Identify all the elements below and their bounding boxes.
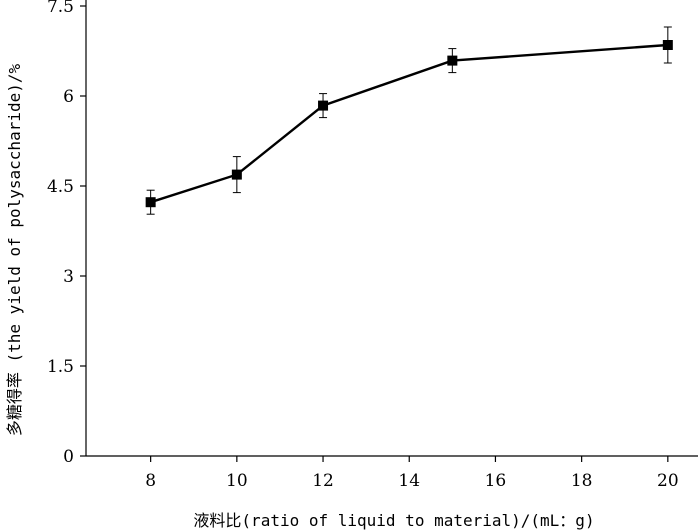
x-tick-label: 10 (226, 471, 248, 491)
y-ticks: 0 1.5 3 4.5 6 7.5 (47, 0, 86, 467)
series-group (145, 26, 673, 215)
x-tick-label: 12 (312, 471, 334, 491)
y-tick-label: 1.5 (47, 357, 74, 377)
series-line (150, 43, 668, 204)
y-tick-label: 7.5 (47, 0, 74, 17)
data-point (231, 169, 242, 180)
x-tick-label: 20 (657, 471, 679, 491)
data-point (447, 55, 458, 66)
x-tick-label: 8 (145, 471, 156, 491)
y-tick-label: 3 (63, 267, 74, 287)
x-axis-title: 液料比(ratio of liquid to material)/(mL：g) (193, 511, 594, 530)
plot-area: 0 1.5 3 4.5 6 7.5 8 10 12 14 16 18 20 (47, 0, 698, 491)
y-tick-label: 0 (63, 447, 74, 467)
x-ticks: 8 10 12 14 16 18 20 (145, 456, 679, 491)
y-tick-label: 6 (63, 87, 74, 107)
data-point (145, 197, 156, 208)
x-tick-label: 18 (571, 471, 593, 491)
x-tick-label: 14 (398, 471, 420, 491)
data-point (662, 40, 673, 50)
data-point (318, 100, 329, 111)
y-tick-label: 4.5 (47, 177, 74, 197)
x-tick-label: 16 (485, 471, 507, 491)
y-axis-title: 多糖得率 (the yield of polysaccharide)/% (5, 64, 24, 437)
